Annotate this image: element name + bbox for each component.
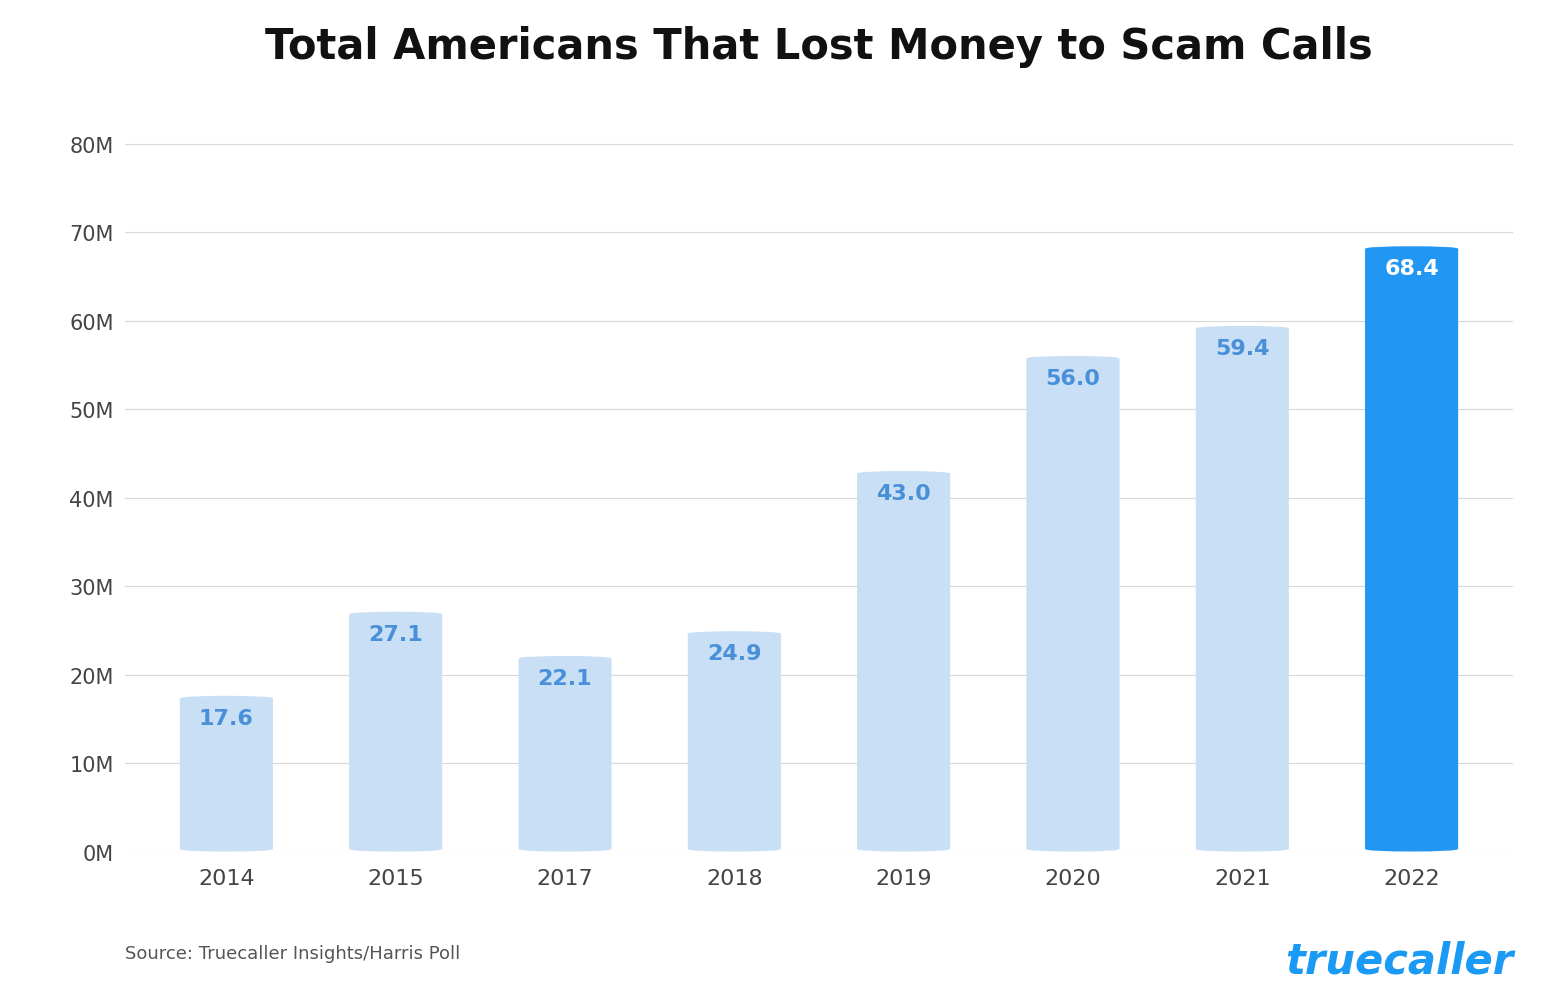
Text: 27.1: 27.1: [368, 624, 423, 644]
FancyBboxPatch shape: [688, 631, 782, 852]
FancyBboxPatch shape: [1365, 246, 1459, 852]
FancyBboxPatch shape: [349, 612, 443, 852]
Text: 17.6: 17.6: [200, 708, 254, 728]
Text: 24.9: 24.9: [707, 643, 761, 663]
FancyBboxPatch shape: [1026, 357, 1120, 852]
Text: 22.1: 22.1: [538, 668, 593, 688]
Text: 59.4: 59.4: [1215, 339, 1270, 359]
Title: Total Americans That Lost Money to Scam Calls: Total Americans That Lost Money to Scam …: [265, 26, 1373, 67]
FancyBboxPatch shape: [856, 472, 950, 852]
Text: truecaller: truecaller: [1285, 940, 1513, 982]
FancyBboxPatch shape: [1195, 327, 1289, 852]
FancyBboxPatch shape: [179, 696, 273, 852]
Text: 68.4: 68.4: [1384, 260, 1438, 279]
Text: 56.0: 56.0: [1045, 369, 1100, 389]
FancyBboxPatch shape: [518, 656, 612, 852]
Text: Source: Truecaller Insights/Harris Poll: Source: Truecaller Insights/Harris Poll: [125, 944, 460, 962]
Text: 43.0: 43.0: [877, 484, 931, 504]
